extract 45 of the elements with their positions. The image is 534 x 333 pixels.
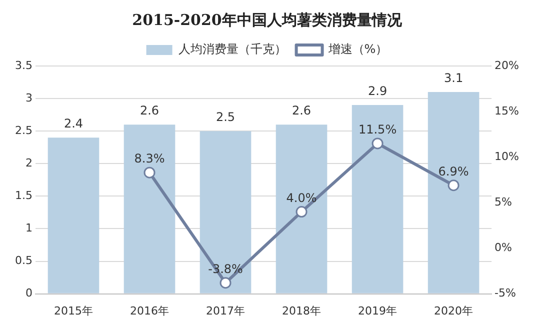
y-tick-label: 3.5 — [14, 58, 32, 72]
point — [220, 277, 232, 289]
y-tick-label: 1 — [25, 222, 32, 235]
point — [372, 138, 384, 150]
legend-label: 人均消费量（千克） — [178, 42, 286, 56]
data-label: 11.5% — [358, 122, 397, 137]
data-label: 2.4 — [64, 116, 84, 131]
data-label: 2.9 — [368, 84, 388, 98]
x-tick-label: 2017年 — [206, 304, 246, 318]
data-label: 2.6 — [292, 104, 312, 118]
data-label: 8.3% — [134, 152, 165, 166]
y-tick-label: 2.5 — [14, 124, 32, 137]
point — [296, 206, 308, 218]
chart-title: 2015-2020年中国人均薯类消费量情况 — [132, 10, 403, 29]
data-label: -3.8% — [208, 262, 243, 276]
y2-tick-label: 10% — [494, 150, 520, 163]
point — [144, 166, 156, 178]
x-tick-label: 2018年 — [282, 304, 322, 318]
bar — [428, 92, 480, 294]
x-tick-label: 2019年 — [358, 304, 398, 318]
x-tick-label: 2015年 — [54, 304, 93, 318]
x-tick-label: 2016年 — [130, 304, 170, 318]
data-label: 4.0% — [286, 190, 317, 205]
data-label: 6.9% — [438, 164, 469, 178]
y2-tick-label: 5% — [494, 196, 512, 209]
bar — [276, 124, 328, 294]
y2-tick-label: -5% — [494, 286, 516, 300]
point — [448, 180, 460, 192]
legend-label: 增速（%） — [327, 42, 388, 56]
y2-tick-label: 20% — [494, 58, 520, 72]
y-tick-label: 0 — [25, 286, 32, 300]
data-label: 3.1 — [444, 71, 464, 86]
bar — [124, 124, 176, 294]
bar — [352, 105, 404, 294]
y-tick-label: 0.5 — [14, 254, 32, 268]
y-tick-label: 2 — [25, 156, 32, 170]
y2-tick-label: 0% — [494, 241, 512, 254]
bar — [48, 138, 100, 294]
y-tick-label: 3 — [25, 91, 32, 104]
data-label: 2.6 — [140, 104, 160, 118]
bar — [200, 131, 252, 294]
y-tick-label: 1.5 — [14, 189, 32, 202]
y2-tick-label: 15% — [494, 104, 520, 118]
data-label: 2.5 — [216, 110, 236, 124]
x-tick-label: 2020年 — [434, 304, 474, 318]
